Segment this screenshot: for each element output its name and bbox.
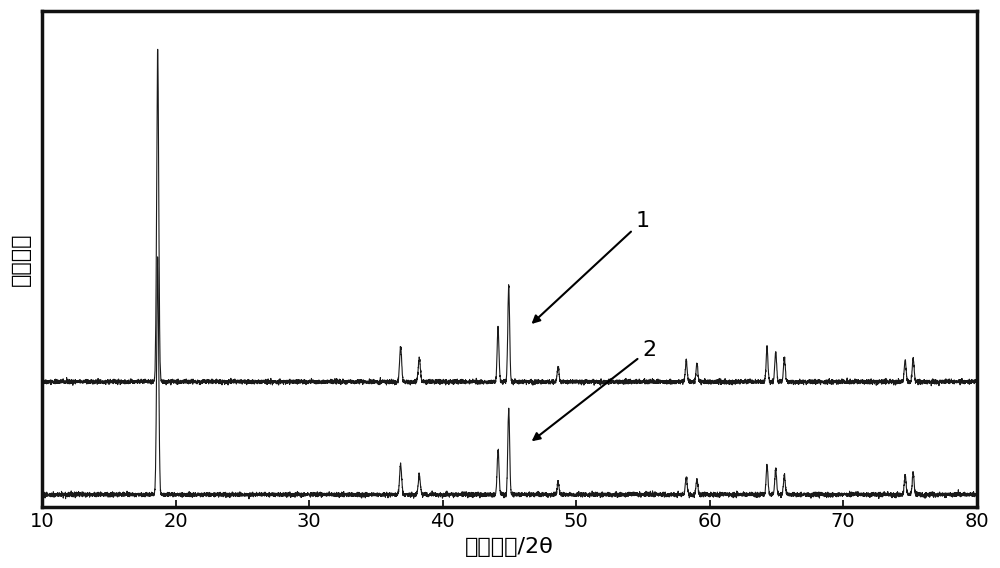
Text: 1: 1 (533, 211, 650, 323)
X-axis label: 衍射角度/2θ: 衍射角度/2θ (465, 537, 554, 557)
Text: 2: 2 (533, 340, 657, 440)
Y-axis label: 衍射强度: 衍射强度 (11, 232, 31, 286)
